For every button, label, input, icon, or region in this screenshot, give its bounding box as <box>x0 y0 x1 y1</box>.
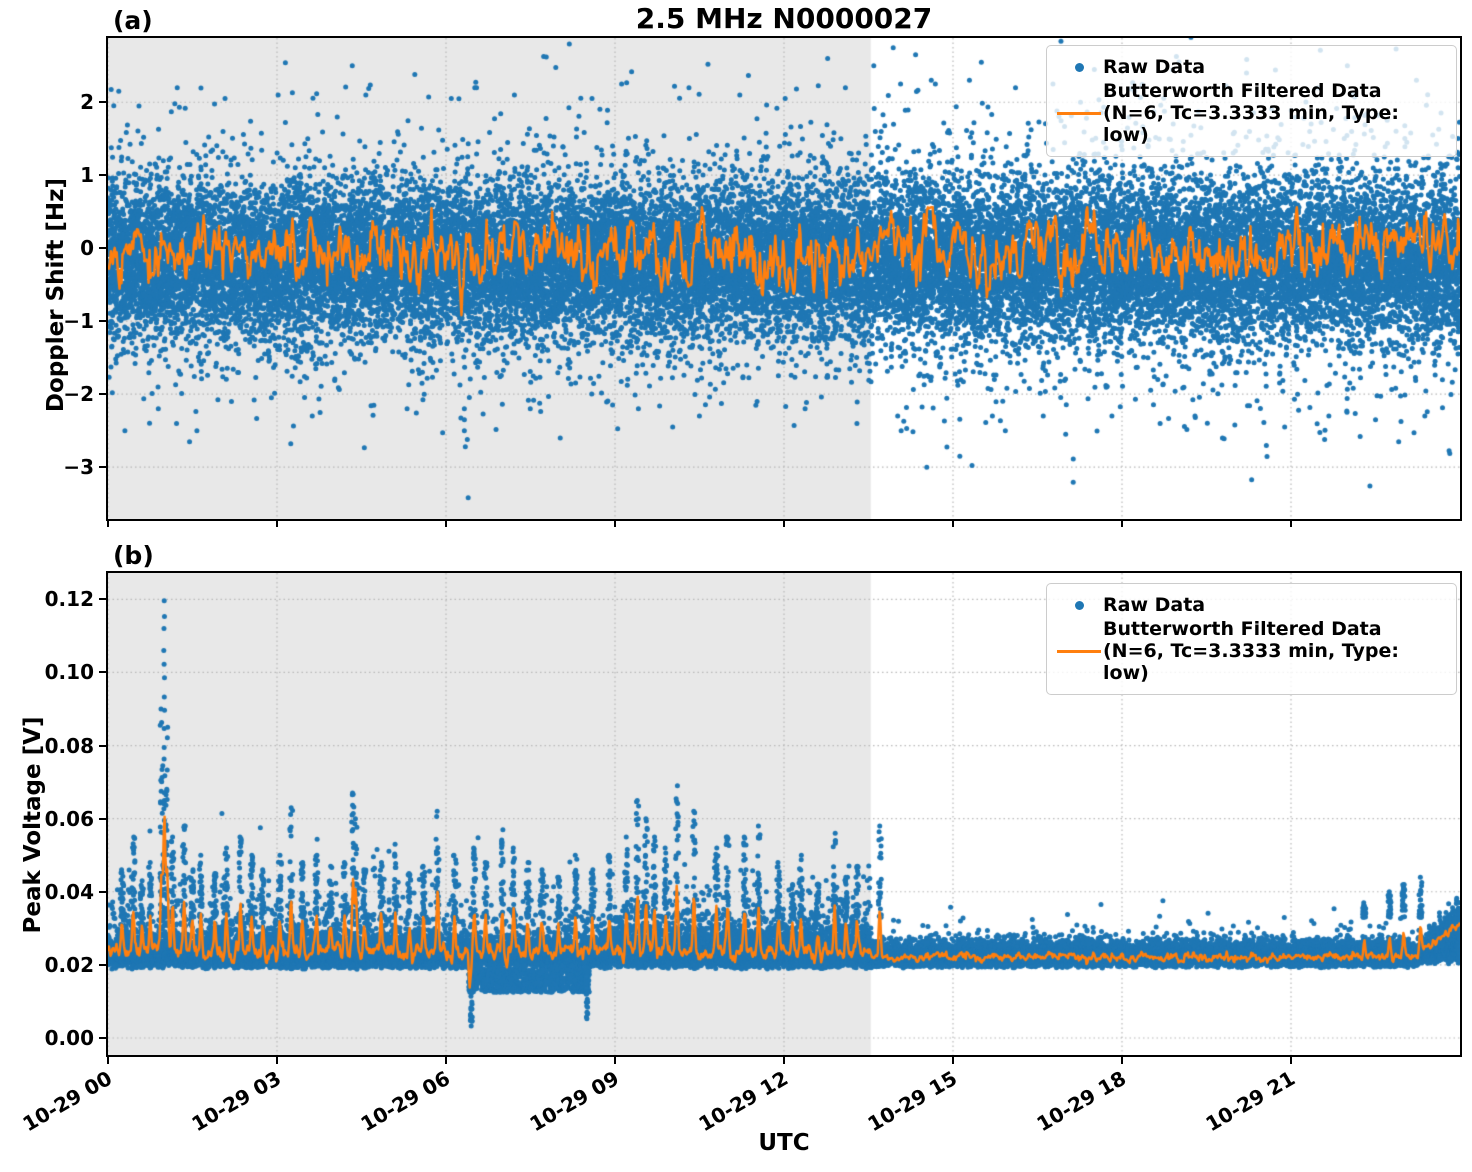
x-tick-mark-a <box>614 521 616 527</box>
y-tick-label-a: −3 <box>63 455 94 480</box>
y-tick-label-a: 2 <box>80 90 94 115</box>
y-tick-label-b: 0.02 <box>44 952 94 977</box>
filtered-line-icon <box>1055 649 1103 653</box>
y-tick-mark-b <box>99 963 106 966</box>
x-tick-mark-a <box>276 521 278 527</box>
filtered-line-icon <box>1055 111 1103 115</box>
x-tick-label: 10-29 12 <box>694 1066 792 1137</box>
x-tick-mark-b <box>614 1057 616 1064</box>
x-tick-label: 10-29 03 <box>187 1066 285 1137</box>
legend-a: Raw Data Butterworth Filtered Data (N=6,… <box>1046 45 1457 157</box>
y-tick-label-b: 0.06 <box>44 806 94 831</box>
legend-b-raw-entry: Raw Data <box>1055 594 1446 616</box>
raw-data-marker-icon <box>1055 62 1103 72</box>
legend-a-raw-label: Raw Data <box>1103 56 1206 78</box>
x-tick-label: 10-29 15 <box>863 1066 961 1137</box>
x-tick-label: 10-29 18 <box>1032 1066 1130 1137</box>
y-tick-mark-a <box>99 466 106 469</box>
y-tick-label-b: 0.12 <box>44 587 94 612</box>
x-tick-mark-a <box>445 521 447 527</box>
x-tick-mark-b <box>107 1057 109 1064</box>
y-tick-label-a: −2 <box>63 382 94 407</box>
y-tick-label-a: −1 <box>63 309 94 334</box>
y-tick-label-b: 0.00 <box>44 1026 94 1050</box>
legend-a-filtered-label: Butterworth Filtered Data (N=6, Tc=3.333… <box>1103 80 1399 146</box>
x-tick-label: 10-29 00 <box>18 1066 116 1137</box>
y-tick-mark-b <box>99 744 106 747</box>
x-axis-label: UTC <box>758 1130 810 1156</box>
y-tick-mark-a <box>99 247 106 250</box>
y-tick-mark-a <box>99 174 106 177</box>
x-tick-label: 10-29 09 <box>525 1066 623 1137</box>
legend-a-raw-entry: Raw Data <box>1055 56 1446 78</box>
y-tick-mark-a <box>99 393 106 396</box>
y-tick-label-a: 0 <box>80 236 94 261</box>
y-tick-label-a: 1 <box>80 163 94 188</box>
y-tick-label-b: 0.08 <box>44 733 94 758</box>
raw-data-marker-icon <box>1055 600 1103 610</box>
y-tick-label-b: 0.04 <box>44 879 94 904</box>
legend-b: Raw Data Butterworth Filtered Data (N=6,… <box>1046 583 1457 695</box>
x-tick-mark-b <box>1121 1057 1123 1064</box>
x-tick-label: 10-29 06 <box>356 1066 454 1137</box>
y-tick-mark-b <box>99 890 106 893</box>
x-tick-mark-a <box>1121 521 1123 527</box>
x-tick-label: 10-29 21 <box>1201 1066 1299 1137</box>
y-tick-mark-a <box>99 101 106 104</box>
figure-title: 2.5 MHz N0000027 <box>635 2 933 35</box>
x-tick-mark-b <box>1290 1057 1292 1064</box>
legend-b-raw-label: Raw Data <box>1103 594 1206 616</box>
y-tick-mark-b <box>99 671 106 674</box>
x-tick-mark-a <box>952 521 954 527</box>
x-tick-mark-a <box>783 521 785 527</box>
legend-b-filtered-label: Butterworth Filtered Data (N=6, Tc=3.333… <box>1103 618 1399 684</box>
legend-a-filtered-entry: Butterworth Filtered Data (N=6, Tc=3.333… <box>1055 80 1446 146</box>
x-tick-mark-b <box>445 1057 447 1064</box>
legend-b-filtered-entry: Butterworth Filtered Data (N=6, Tc=3.333… <box>1055 618 1446 684</box>
x-tick-mark-a <box>1290 521 1292 527</box>
x-tick-mark-b <box>783 1057 785 1064</box>
y-tick-mark-b <box>99 598 106 601</box>
panel-a-tag: (a) <box>113 6 153 35</box>
panel-b-tag: (b) <box>113 541 154 570</box>
y-tick-mark-b <box>99 1037 106 1039</box>
y-tick-label-b: 0.10 <box>44 660 94 685</box>
x-tick-mark-b <box>952 1057 954 1064</box>
x-tick-mark-a <box>107 521 109 527</box>
y-tick-mark-b <box>99 817 106 820</box>
y-tick-mark-a <box>99 320 106 323</box>
x-tick-mark-b <box>276 1057 278 1064</box>
